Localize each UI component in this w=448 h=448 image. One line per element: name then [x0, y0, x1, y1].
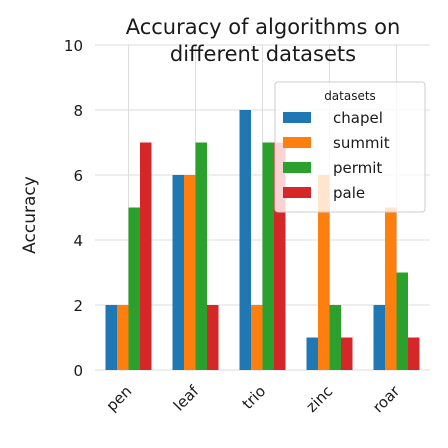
- legend-swatch-permit: [283, 162, 311, 173]
- legend-label-chapel: chapel: [333, 109, 383, 127]
- legend-title: datasets: [324, 89, 376, 103]
- legend-label-pale: pale: [333, 184, 365, 202]
- y-tick-label: 8: [73, 102, 83, 120]
- bar-chapel-roar: [373, 305, 385, 370]
- x-tick-label: zinc: [303, 382, 337, 416]
- legend: datasets chapel summit permit pale: [274, 81, 426, 213]
- y-tick-label: 10: [64, 37, 83, 55]
- bar-summit-leaf: [184, 175, 196, 370]
- bar-pale-zinc: [341, 337, 353, 370]
- bar-permit-zinc: [329, 305, 341, 370]
- y-tick-label: 2: [73, 297, 83, 315]
- bar-chapel-zinc: [306, 337, 318, 370]
- bar-permit-leaf: [195, 142, 207, 370]
- bar-summit-trio: [251, 305, 263, 370]
- chart-title-line: Accuracy of algorithms on: [126, 15, 401, 39]
- bar-summit-roar: [385, 207, 397, 370]
- bar-permit-trio: [262, 142, 274, 370]
- bar-chapel-pen: [105, 305, 117, 370]
- bar-pale-roar: [408, 337, 420, 370]
- x-tick-label: leaf: [170, 382, 203, 415]
- legend-swatch-chapel: [283, 112, 311, 123]
- legend-box: [274, 81, 426, 213]
- chart-title: Accuracy of algorithms on different datas…: [126, 15, 401, 66]
- chart-title-line: different datasets: [170, 42, 356, 66]
- legend-swatch-summit: [283, 137, 311, 148]
- bars: [105, 110, 420, 370]
- bar-pale-leaf: [207, 305, 219, 370]
- legend-swatch-pale: [283, 187, 311, 198]
- legend-label-permit: permit: [333, 159, 382, 177]
- y-tick-label: 4: [73, 232, 83, 250]
- y-axis-label: Accuracy: [20, 176, 40, 254]
- bar-summit-pen: [117, 305, 129, 370]
- bar-chapel-trio: [239, 110, 251, 370]
- bar-chapel-leaf: [172, 175, 184, 370]
- x-tick-label: trio: [239, 382, 270, 413]
- bar-pale-trio: [274, 142, 286, 370]
- bar-permit-pen: [128, 207, 140, 370]
- legend-label-summit: summit: [333, 134, 390, 152]
- y-tick-label: 0: [73, 362, 83, 380]
- bar-pale-pen: [140, 142, 152, 370]
- bar-summit-zinc: [318, 175, 330, 370]
- x-tick-label: pen: [103, 382, 136, 415]
- x-tick-label: roar: [369, 382, 404, 417]
- y-tick-label: 6: [73, 167, 83, 185]
- bar-permit-roar: [396, 272, 408, 370]
